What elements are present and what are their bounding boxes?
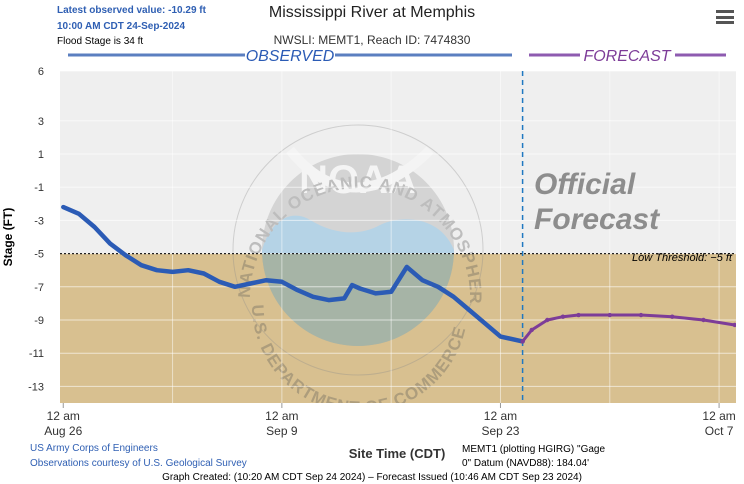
forecast-header: FORECAST (583, 48, 671, 65)
forecast-point (638, 312, 644, 318)
x-tick-label-time: 12 am (484, 409, 517, 423)
low-threshold-label: Low Threshold: −5 ft (632, 252, 733, 264)
y-tick-label: 1 (38, 149, 44, 161)
forecast-series-line (521, 313, 736, 343)
chart-subtitle: NWSLI: MEMT1, Reach ID: 7474830 (273, 33, 471, 47)
forecast-point (576, 312, 581, 318)
graph-created-text: Graph Created: (10:20 AM CDT Sep 24 2024… (162, 472, 582, 483)
forecast-point (560, 314, 566, 319)
forecast-point (607, 312, 612, 318)
y-tick-label: 6 (38, 66, 44, 78)
x-tick-label-time: 12 am (702, 409, 735, 423)
y-tick-label: -11 (29, 348, 44, 360)
forecast-point (520, 339, 525, 344)
datum-line-1: MEMT1 (plotting HGIRG) "Gage (462, 444, 606, 455)
x-tick-label-date: Oct 7 (705, 424, 734, 438)
usgs-credit: Observations courtesy of U.S. Geological… (30, 458, 247, 469)
observed-series-line (61, 204, 525, 344)
x-tick-label-date: Aug 26 (44, 424, 82, 438)
y-tick-label: -1 (34, 182, 44, 194)
chart-title: Mississippi River at Memphis (268, 4, 476, 21)
hamburger-menu-icon[interactable] (716, 10, 734, 24)
y-tick-label: -7 (34, 282, 44, 294)
y-tick-label: 3 (38, 116, 44, 128)
observed-header: OBSERVED (246, 48, 335, 65)
x-tick-label-date: Sep 9 (266, 424, 298, 438)
y-tick-label: -13 (28, 381, 44, 393)
datum-line-2: 0" Datum (NAVD88): 184.04' (462, 458, 589, 469)
usace-credit: US Army Corps of Engineers (30, 443, 158, 454)
x-tick-label-date: Sep 23 (481, 424, 519, 438)
x-tick-label-time: 12 am (265, 409, 298, 423)
y-axis-ticks: 6 3 1 -1 -3 -5 -7 -9 -11 -13 (28, 66, 44, 393)
forecast-point (529, 327, 534, 333)
flood-stage-text: Flood Stage is 34 ft (57, 36, 144, 47)
latest-observed-value: Latest observed value: -10.29 ft (57, 5, 206, 16)
forecast-point (701, 317, 706, 323)
forecast-point (732, 322, 736, 328)
x-axis-label: Site Time (CDT) (349, 446, 446, 461)
noaa-logo-text: NOAA (299, 158, 417, 202)
forecast-point (545, 317, 550, 323)
y-tick-label: -5 (34, 249, 44, 261)
y-axis-label: Stage (FT) (1, 208, 15, 267)
x-tick-label-time: 12 am (47, 409, 80, 423)
forecast-label: Forecast (534, 203, 661, 236)
latest-observed-time: 10:00 AM CDT 24-Sep-2024 (57, 21, 186, 32)
forecast-point (670, 314, 675, 319)
y-tick-label: -9 (34, 315, 44, 327)
y-tick-label: -3 (34, 215, 44, 227)
grid-lines (60, 70, 736, 403)
official-label: Official (534, 168, 636, 201)
